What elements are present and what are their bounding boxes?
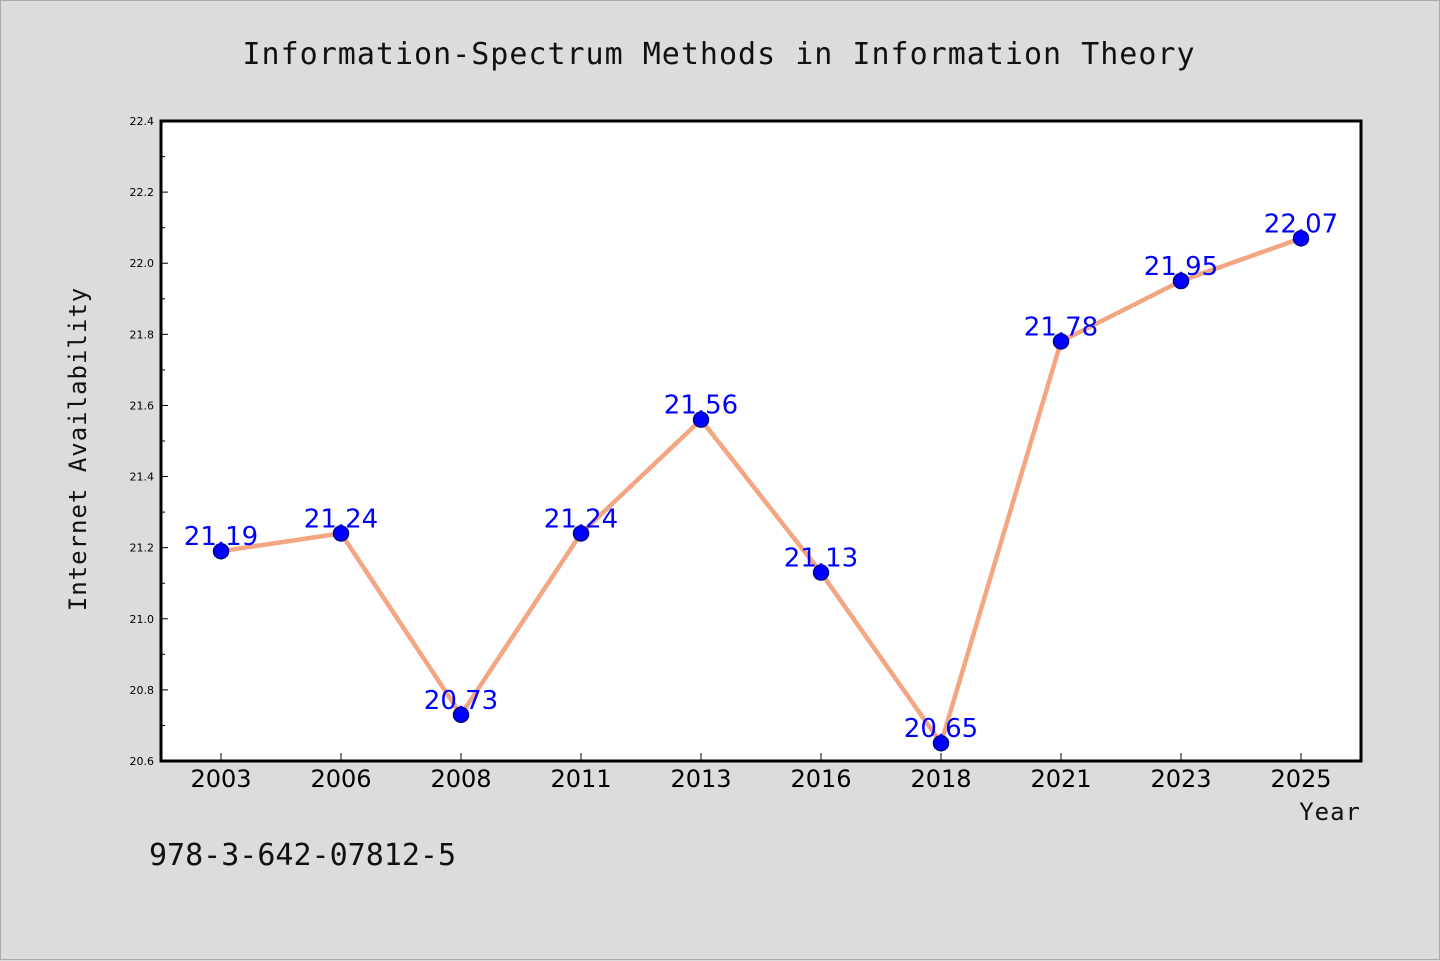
data-label: 20.65 — [904, 714, 978, 744]
data-point — [1292, 230, 1310, 247]
data-point — [212, 542, 230, 560]
x-axis-label: Year — [1299, 798, 1361, 826]
data-label: 20.73 — [424, 686, 498, 716]
y-tick-label: 20.6 — [130, 755, 155, 768]
data-label: 21.19 — [184, 522, 258, 552]
plot-frame — [159, 119, 1363, 763]
data-point — [1052, 333, 1070, 350]
x-tick-label: 2023 — [1150, 765, 1211, 793]
data-label: 21.56 — [664, 391, 738, 421]
y-tick-label: 21.2 — [130, 542, 155, 555]
data-point — [1172, 272, 1190, 290]
data-label: 21.13 — [784, 544, 858, 574]
y-tick-label: 20.8 — [130, 684, 155, 697]
data-point — [332, 525, 350, 542]
data-label: 21.95 — [1144, 252, 1218, 282]
data-label: 22.07 — [1264, 209, 1338, 239]
y-tick-label: 21.8 — [130, 328, 155, 341]
x-tick-label: 2006 — [310, 765, 371, 793]
x-tick-label: 2008 — [430, 765, 491, 793]
y-axis: 20.6 20.8 21.0 21.2 21.4 21.6 21.8 22.0 22.2 22.4 — [130, 115, 168, 768]
data-point — [932, 734, 950, 752]
x-tick-label: 2013 — [670, 765, 731, 793]
y-tick-label: 21.6 — [130, 399, 155, 412]
data-point — [692, 411, 710, 428]
data-label: 21.24 — [304, 504, 378, 534]
plot-area — [161, 121, 1361, 761]
y-tick-label: 21.4 — [130, 471, 155, 484]
x-tick-label: 2018 — [910, 765, 971, 793]
x-tick-label: 2011 — [550, 765, 611, 793]
series-line — [220, 236, 1302, 746]
y-tick-label: 22.2 — [130, 186, 155, 199]
x-tick-label: 2021 — [1030, 765, 1091, 793]
series-layer: 21.19 21.24 20.73 21.24 21.56 21.13 20.65 21.78… — [184, 209, 1338, 752]
x-tick-label: 2016 — [790, 765, 851, 793]
data-point — [452, 706, 470, 724]
chart-title: Information-Spectrum Methods in Informat… — [242, 37, 1195, 72]
x-tick-label: 2025 — [1270, 765, 1331, 793]
y-tick-label: 22.4 — [130, 115, 155, 128]
data-point — [812, 564, 830, 581]
y-tick-label: 21.0 — [130, 613, 155, 626]
y-tick-label: 22.0 — [130, 257, 155, 270]
footer-isbn: 978-3-642-07812-5 — [149, 838, 456, 873]
x-axis: 2003 2006 2008 2011 2013 2016 2018 2021 2023 2025 — [190, 753, 1332, 793]
y-axis-label: Internet Availability — [64, 287, 92, 611]
x-tick-label: 2003 — [190, 765, 251, 793]
data-point — [572, 525, 590, 542]
data-label: 21.78 — [1024, 312, 1098, 342]
data-label: 21.24 — [544, 504, 618, 534]
